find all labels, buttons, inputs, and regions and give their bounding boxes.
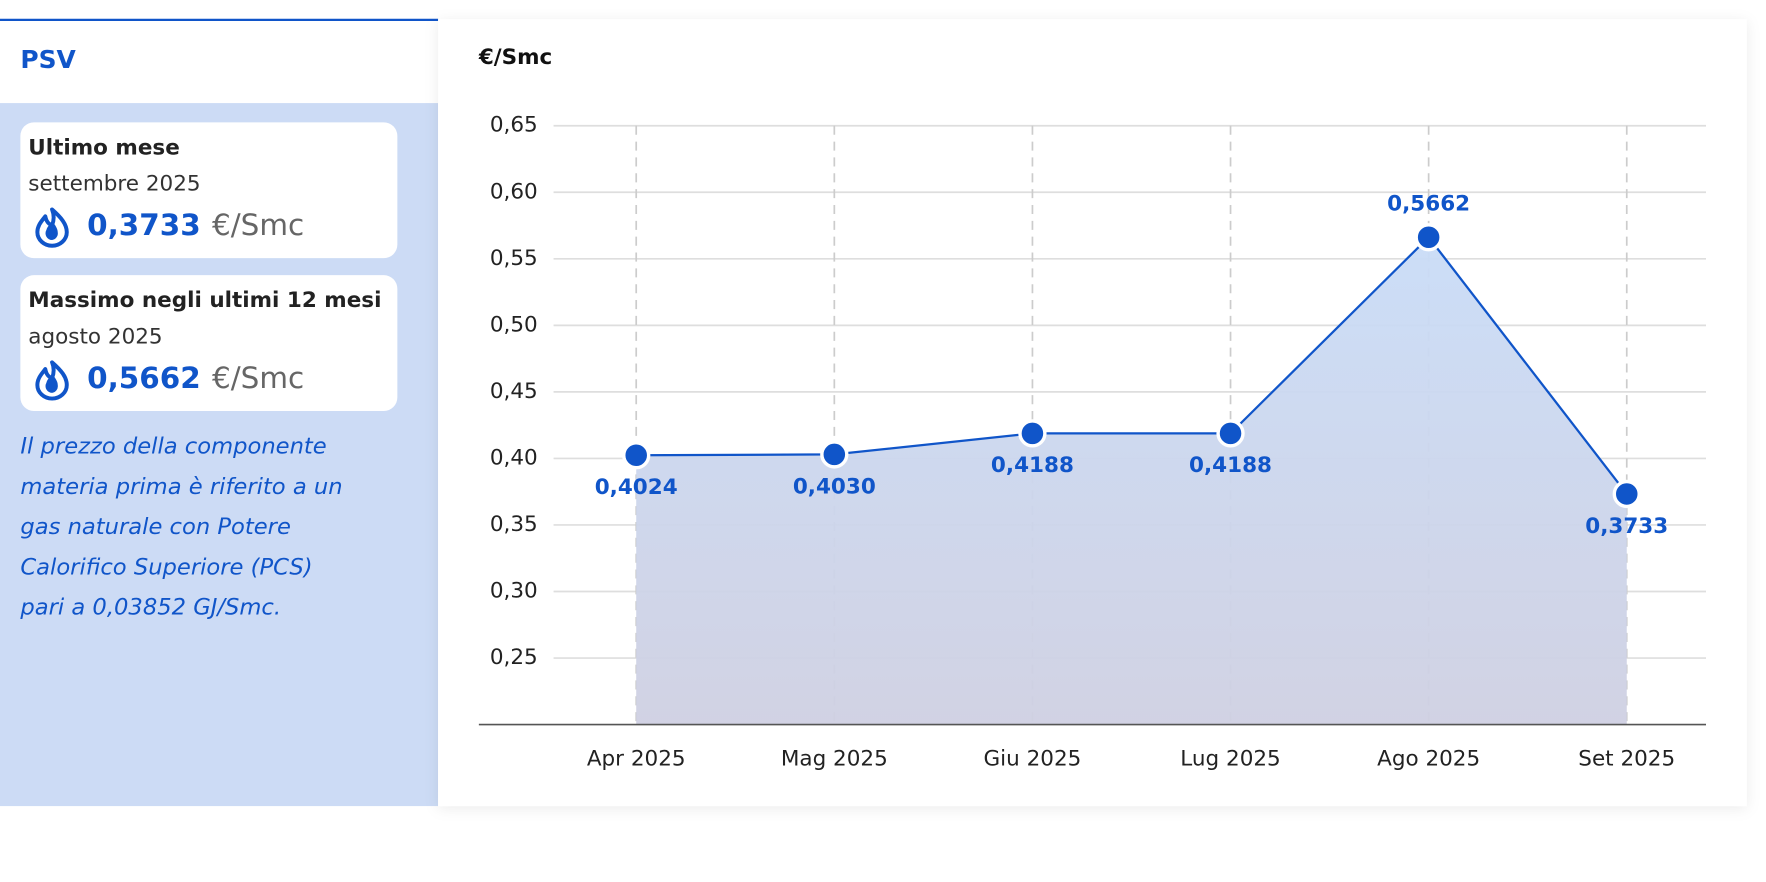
info-card xyxy=(20,275,398,412)
card-heading: Massimo negli ultimi 12 mesi xyxy=(28,288,381,313)
x-tick-label: Lug 2025 xyxy=(1180,747,1280,772)
y-tick-label: 0,25 xyxy=(490,645,538,670)
value-label: 0,4030 xyxy=(793,474,876,499)
data-point xyxy=(1018,419,1047,448)
line xyxy=(636,235,1628,495)
data-point xyxy=(1216,419,1245,448)
value-label: 0,4188 xyxy=(991,453,1074,478)
y-tick-label: 0,50 xyxy=(490,312,538,337)
card-heading: Ultimo mese xyxy=(28,135,180,160)
x-tick-label: Giu 2025 xyxy=(984,747,1082,772)
data-point xyxy=(1612,479,1641,509)
y-tick-label: 0,35 xyxy=(490,512,538,537)
data-point xyxy=(622,441,651,470)
data-point xyxy=(820,440,849,469)
note-line: gas naturale con Potere xyxy=(20,514,291,540)
value-label: 0,4188 xyxy=(1189,453,1272,478)
card-value: 0,3733 xyxy=(87,208,201,242)
value-label: 0,5662 xyxy=(1387,191,1470,216)
value-label: 0,4024 xyxy=(595,475,678,500)
x-tick-label: Ago 2025 xyxy=(1377,747,1480,772)
value-label: 0,3733 xyxy=(1585,514,1668,539)
card-period: agosto 2025 xyxy=(28,324,162,349)
card-period: settembre 2025 xyxy=(28,172,200,197)
card-unit: €/Smc xyxy=(212,208,304,242)
y-tick-label: 0,60 xyxy=(490,179,538,204)
note-line: materia prima è riferito a un xyxy=(20,474,342,500)
panel-title: PSV xyxy=(20,45,76,74)
note-line: Calorifico Superiore (PCS) xyxy=(20,554,312,580)
info-card xyxy=(20,122,398,259)
y-tick-label: 0,45 xyxy=(490,379,538,404)
note-line: pari a 0,03852 GJ/Smc. xyxy=(19,594,281,620)
x-tick-label: Apr 2025 xyxy=(587,747,686,772)
y-tick-label: 0,65 xyxy=(490,113,538,138)
x-tick-label: Set 2025 xyxy=(1578,747,1675,772)
y-tick-label: 0,30 xyxy=(490,578,538,603)
y-axis-label: €/Smc xyxy=(478,45,552,70)
card-value: 0,5662 xyxy=(87,361,201,395)
note-line: Il prezzo della componente xyxy=(20,434,326,460)
x-tick-label: Mag 2025 xyxy=(781,747,888,772)
card-unit: €/Smc xyxy=(212,361,304,395)
area xyxy=(636,237,1627,725)
data-point xyxy=(1414,223,1443,252)
y-tick-label: 0,55 xyxy=(490,246,538,271)
y-tick-label: 0,40 xyxy=(490,445,538,470)
